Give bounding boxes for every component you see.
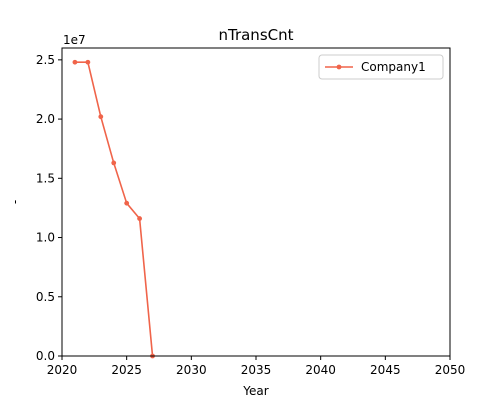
data-point [137, 216, 143, 221]
data-point [98, 114, 104, 120]
data-point [72, 59, 78, 65]
y-tick-label: 0.0 [36, 349, 55, 363]
series-line [74, 61, 154, 357]
x-tick-label: 2025 [111, 363, 142, 377]
y-tick-label: 1.0 [36, 231, 55, 245]
plot-area [72, 59, 155, 359]
y-tick-label: 2.0 [36, 112, 55, 126]
data-point [124, 200, 130, 206]
x-tick-label: 2040 [305, 363, 336, 377]
legend-marker [336, 64, 342, 70]
y-axis-ticks: 0.0 0.5 1.0 1.5 2.0 2.5 [36, 53, 62, 363]
y-axis-multiplier: 1e7 [63, 33, 86, 47]
axes-frame [61, 47, 451, 357]
data-point [111, 160, 117, 166]
x-tick-label: 2020 [47, 363, 78, 377]
x-tick-label: 2035 [241, 363, 272, 377]
legend-box [318, 54, 444, 80]
chart-title: nTransCnt [218, 26, 293, 44]
legend-label: Company1 [361, 60, 426, 74]
y-axis-label: - [8, 200, 22, 204]
x-tick-label: 2045 [370, 363, 401, 377]
data-point [85, 59, 91, 65]
legend: Company1 [318, 54, 444, 80]
x-axis-label: Year [242, 384, 268, 398]
x-axis-ticks: 2020 2025 2030 2035 2040 2045 2050 [47, 356, 466, 377]
y-tick-label: 1.5 [36, 171, 55, 185]
x-tick-label: 2050 [435, 363, 466, 377]
x-tick-label: 2030 [176, 363, 207, 377]
y-tick-label: 2.5 [36, 53, 55, 67]
y-tick-label: 0.5 [36, 290, 55, 304]
